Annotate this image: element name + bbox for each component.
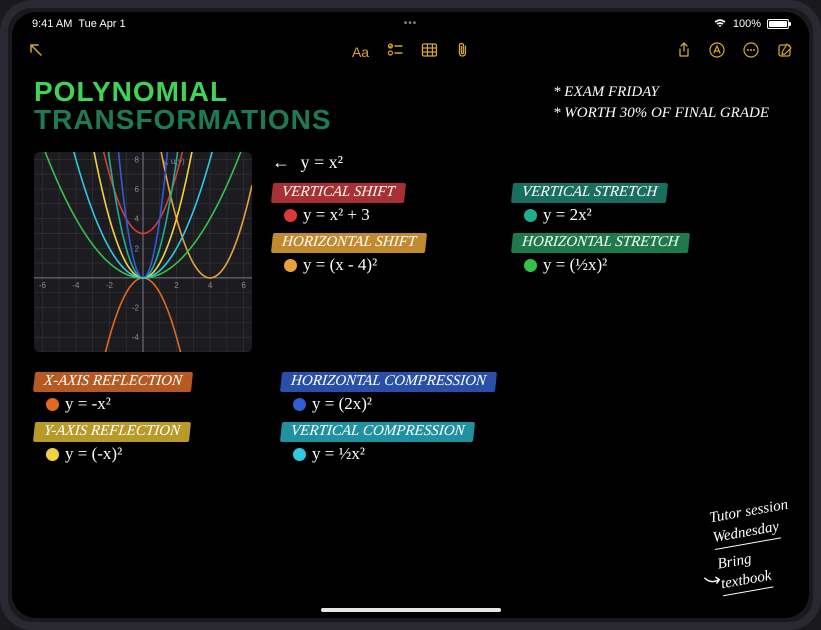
back-icon[interactable] — [28, 42, 44, 63]
dot-x-reflection — [46, 398, 59, 411]
eq-vertical-shift: y = x² + 3 — [303, 205, 370, 225]
svg-text:8: 8 — [135, 155, 140, 164]
status-date: Tue Apr 1 — [78, 18, 125, 30]
item-vertical-compression: VERTICAL COMPRESSION y = ½x² — [281, 422, 541, 464]
svg-text:4: 4 — [135, 215, 140, 224]
exam-line-1: * EXAM FRIDAY — [553, 82, 769, 103]
label-vertical-stretch: VERTICAL STRETCH — [511, 183, 668, 203]
ipad-frame: ••• 9:41 AM Tue Apr 1 100% — [0, 0, 821, 630]
label-vertical-compression: VERTICAL COMPRESSION — [280, 422, 476, 442]
item-vertical-shift: VERTICAL SHIFT y = x² + 3 — [272, 183, 482, 225]
svg-text:2: 2 — [135, 244, 140, 253]
wifi-icon — [713, 17, 727, 31]
dot-vertical-compression — [293, 448, 306, 461]
battery-icon — [767, 19, 789, 29]
eq-x-reflection: y = -x² — [65, 394, 111, 414]
item-vertical-stretch: VERTICAL STRETCH y = 2x² — [512, 183, 722, 225]
item-horizontal-compression: HORIZONTAL COMPRESSION y = (2x)² — [281, 372, 541, 414]
dot-horizontal-shift — [284, 259, 297, 272]
attachment-icon[interactable] — [455, 42, 469, 63]
label-vertical-shift: VERTICAL SHIFT — [271, 183, 406, 203]
eq-horizontal-stretch: y = (½x)² — [543, 255, 607, 275]
item-horizontal-shift: HORIZONTAL SHIFT y = (x - 4)² — [272, 233, 482, 275]
eq-y-reflection: y = (-x)² — [65, 444, 122, 464]
exam-line-2: * WORTH 30% OF FINAL GRADE — [553, 103, 769, 124]
eq-horizontal-compression: y = (2x)² — [312, 394, 372, 414]
table-icon[interactable] — [421, 43, 437, 62]
arrow-left-icon: ← — [272, 152, 290, 172]
checklist-icon[interactable] — [387, 43, 403, 62]
battery-pct: 100% — [733, 18, 761, 30]
dot-horizontal-compression — [293, 398, 306, 411]
status-bar: 9:41 AM Tue Apr 1 100% — [12, 12, 809, 36]
parabola-chart: -6-4-2246-4-22468y, u(y) — [34, 152, 252, 352]
status-time: 9:41 AM — [32, 18, 72, 30]
svg-text:6: 6 — [241, 281, 246, 290]
markup-icon[interactable] — [709, 42, 725, 63]
chart-svg: -6-4-2246-4-22468y, u(y) — [34, 152, 252, 352]
base-equation: ← y = x² — [272, 152, 787, 173]
tutor-reminder: Tutor session Wednesday Bring textbook — [708, 496, 802, 596]
eq-horizontal-shift: y = (x - 4)² — [303, 255, 377, 275]
label-horizontal-stretch: HORIZONTAL STRETCH — [511, 233, 690, 253]
svg-text:-4: -4 — [72, 281, 80, 290]
label-y-reflection: Y-AXIS REFLECTION — [33, 422, 191, 442]
font-style-button[interactable]: Aa — [352, 44, 369, 60]
svg-text:2: 2 — [174, 281, 179, 290]
svg-text:6: 6 — [135, 185, 140, 194]
dot-vertical-shift — [284, 209, 297, 222]
dot-y-reflection — [46, 448, 59, 461]
dot-vertical-stretch — [524, 209, 537, 222]
svg-text:-6: -6 — [39, 281, 47, 290]
toolbar: Aa — [12, 36, 809, 68]
more-icon[interactable] — [743, 42, 759, 63]
eq-vertical-stretch: y = 2x² — [543, 205, 592, 225]
home-indicator[interactable] — [321, 608, 501, 612]
note-canvas[interactable]: POLYNOMIAL TRANSFORMATIONS * EXAM FRIDAY… — [12, 68, 809, 618]
item-x-reflection: X-AXIS REFLECTION y = -x² — [34, 372, 259, 414]
label-x-reflection: X-AXIS REFLECTION — [33, 372, 193, 392]
svg-text:-4: -4 — [132, 333, 140, 342]
item-y-reflection: Y-AXIS REFLECTION y = (-x)² — [34, 422, 259, 464]
item-horizontal-stretch: HORIZONTAL STRETCH y = (½x)² — [512, 233, 722, 275]
arrow-right-icon — [704, 572, 725, 595]
screen: ••• 9:41 AM Tue Apr 1 100% — [12, 12, 809, 618]
exam-reminder: * EXAM FRIDAY * WORTH 30% OF FINAL GRADE — [553, 82, 769, 124]
dot-horizontal-stretch — [524, 259, 537, 272]
svg-text:-2: -2 — [132, 304, 140, 313]
compose-icon[interactable] — [777, 42, 793, 63]
svg-text:4: 4 — [208, 281, 213, 290]
label-horizontal-shift: HORIZONTAL SHIFT — [271, 233, 427, 253]
share-icon[interactable] — [677, 42, 691, 63]
label-horizontal-compression: HORIZONTAL COMPRESSION — [280, 372, 497, 392]
base-equation-text: y = x² — [301, 152, 344, 172]
svg-text:-2: -2 — [106, 281, 114, 290]
eq-vertical-compression: y = ½x² — [312, 444, 365, 464]
